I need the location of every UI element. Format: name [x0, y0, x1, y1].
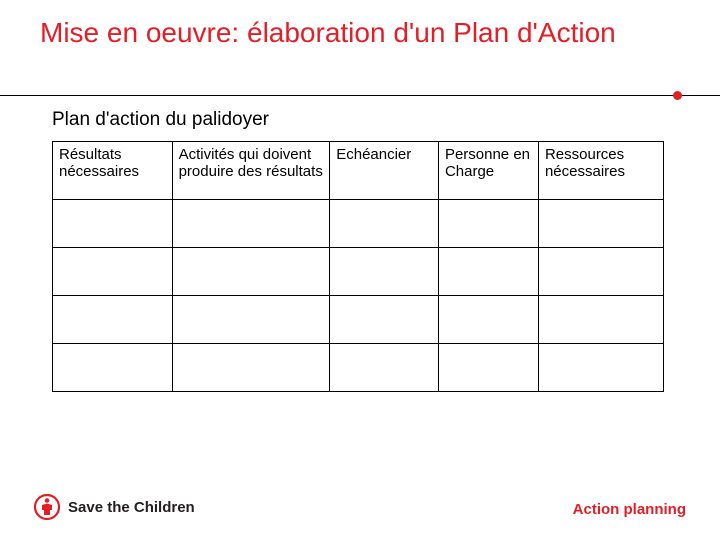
table-cell: [53, 247, 173, 295]
save-the-children-logo-icon: [34, 494, 60, 520]
table-cell: [438, 199, 538, 247]
table-row: [53, 295, 664, 343]
action-plan-table-wrap: Résultats nécessaires Activités qui doiv…: [34, 141, 686, 392]
action-plan-table: Résultats nécessaires Activités qui doiv…: [52, 141, 664, 392]
slide: Mise en oeuvre: élaboration d'un Plan d'…: [0, 0, 720, 540]
table-cell: [330, 199, 439, 247]
table-cell: [172, 343, 330, 391]
table-cell: [438, 343, 538, 391]
accent-dot: [673, 91, 682, 100]
footer-left: Save the Children: [34, 494, 195, 520]
table-cell: [53, 199, 173, 247]
table-header-row: Résultats nécessaires Activités qui doiv…: [53, 141, 664, 199]
slide-subtitle: Plan d'action du palidoyer: [34, 109, 686, 131]
table-cell: [172, 295, 330, 343]
col-header-results: Résultats nécessaires: [53, 141, 173, 199]
col-header-timeline: Echéancier: [330, 141, 439, 199]
col-header-owner: Personne en Charge: [438, 141, 538, 199]
table-cell: [330, 295, 439, 343]
table-cell: [538, 343, 663, 391]
table-cell: [538, 247, 663, 295]
footer-right-label: Action planning: [573, 501, 686, 518]
table-row: [53, 247, 664, 295]
table-cell: [538, 295, 663, 343]
title-rule: [0, 95, 720, 96]
table-cell: [172, 199, 330, 247]
col-header-activities: Activités qui doivent produire des résul…: [172, 141, 330, 199]
table-cell: [538, 199, 663, 247]
table-cell: [438, 247, 538, 295]
table-cell: [438, 295, 538, 343]
table-row: [53, 199, 664, 247]
table-cell: [53, 295, 173, 343]
org-name: Save the Children: [68, 499, 195, 516]
table-row: [53, 343, 664, 391]
table-cell: [330, 343, 439, 391]
table-cell: [53, 343, 173, 391]
table-cell: [172, 247, 330, 295]
table-cell: [330, 247, 439, 295]
col-header-resources: Ressources nécessaires: [538, 141, 663, 199]
slide-title: Mise en oeuvre: élaboration d'un Plan d'…: [34, 18, 686, 49]
